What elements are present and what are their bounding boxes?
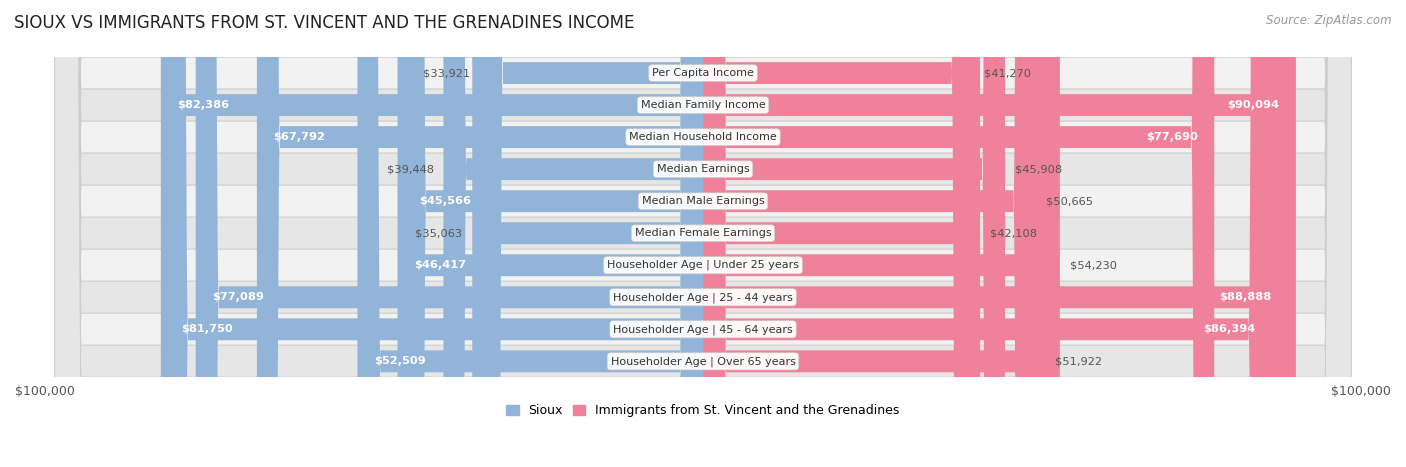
Text: $33,921: $33,921 xyxy=(423,68,470,78)
FancyBboxPatch shape xyxy=(703,0,1296,467)
FancyBboxPatch shape xyxy=(443,0,703,467)
Text: $67,792: $67,792 xyxy=(273,132,325,142)
FancyBboxPatch shape xyxy=(55,0,1351,467)
Text: $39,448: $39,448 xyxy=(387,164,433,174)
FancyBboxPatch shape xyxy=(55,0,1351,467)
FancyBboxPatch shape xyxy=(55,0,1351,467)
Text: Householder Age | Under 25 years: Householder Age | Under 25 years xyxy=(607,260,799,270)
FancyBboxPatch shape xyxy=(160,0,703,467)
Text: SIOUX VS IMMIGRANTS FROM ST. VINCENT AND THE GRENADINES INCOME: SIOUX VS IMMIGRANTS FROM ST. VINCENT AND… xyxy=(14,14,634,32)
FancyBboxPatch shape xyxy=(55,0,1351,467)
FancyBboxPatch shape xyxy=(703,0,980,467)
FancyBboxPatch shape xyxy=(398,0,703,467)
Text: $46,417: $46,417 xyxy=(413,260,465,270)
Text: $52,509: $52,509 xyxy=(374,356,426,366)
Text: $45,566: $45,566 xyxy=(419,196,471,206)
FancyBboxPatch shape xyxy=(55,0,1351,467)
Text: Source: ZipAtlas.com: Source: ZipAtlas.com xyxy=(1267,14,1392,27)
FancyBboxPatch shape xyxy=(404,0,703,467)
Text: $35,063: $35,063 xyxy=(415,228,463,238)
Text: Median Household Income: Median Household Income xyxy=(628,132,778,142)
FancyBboxPatch shape xyxy=(165,0,703,467)
FancyBboxPatch shape xyxy=(703,0,1271,467)
Text: $51,922: $51,922 xyxy=(1054,356,1101,366)
Text: $45,908: $45,908 xyxy=(1015,164,1062,174)
Text: Householder Age | Over 65 years: Householder Age | Over 65 years xyxy=(610,356,796,367)
FancyBboxPatch shape xyxy=(55,0,1351,467)
Text: $41,270: $41,270 xyxy=(984,68,1032,78)
Text: $42,108: $42,108 xyxy=(990,228,1038,238)
Text: Median Earnings: Median Earnings xyxy=(657,164,749,174)
Legend: Sioux, Immigrants from St. Vincent and the Grenadines: Sioux, Immigrants from St. Vincent and t… xyxy=(501,399,905,422)
Text: $77,690: $77,690 xyxy=(1146,132,1198,142)
FancyBboxPatch shape xyxy=(55,0,1351,467)
FancyBboxPatch shape xyxy=(703,0,974,467)
Text: $88,888: $88,888 xyxy=(1219,292,1271,302)
Text: $86,394: $86,394 xyxy=(1202,324,1256,334)
FancyBboxPatch shape xyxy=(257,0,703,467)
FancyBboxPatch shape xyxy=(703,0,1215,467)
Text: $81,750: $81,750 xyxy=(181,324,233,334)
FancyBboxPatch shape xyxy=(55,0,1351,467)
Text: Median Male Earnings: Median Male Earnings xyxy=(641,196,765,206)
Text: Householder Age | 45 - 64 years: Householder Age | 45 - 64 years xyxy=(613,324,793,334)
Text: $54,230: $54,230 xyxy=(1070,260,1116,270)
Text: $82,386: $82,386 xyxy=(177,100,229,110)
Text: Householder Age | 25 - 44 years: Householder Age | 25 - 44 years xyxy=(613,292,793,303)
FancyBboxPatch shape xyxy=(479,0,703,467)
Text: Per Capita Income: Per Capita Income xyxy=(652,68,754,78)
FancyBboxPatch shape xyxy=(703,0,1045,467)
Text: Median Female Earnings: Median Female Earnings xyxy=(634,228,772,238)
Text: $90,094: $90,094 xyxy=(1227,100,1279,110)
FancyBboxPatch shape xyxy=(472,0,703,467)
FancyBboxPatch shape xyxy=(357,0,703,467)
FancyBboxPatch shape xyxy=(195,0,703,467)
FancyBboxPatch shape xyxy=(55,0,1351,467)
FancyBboxPatch shape xyxy=(703,0,1288,467)
Text: $77,089: $77,089 xyxy=(212,292,264,302)
FancyBboxPatch shape xyxy=(703,0,1036,467)
FancyBboxPatch shape xyxy=(703,0,1060,467)
FancyBboxPatch shape xyxy=(55,0,1351,467)
FancyBboxPatch shape xyxy=(703,0,1005,467)
Text: Median Family Income: Median Family Income xyxy=(641,100,765,110)
Text: $50,665: $50,665 xyxy=(1046,196,1094,206)
